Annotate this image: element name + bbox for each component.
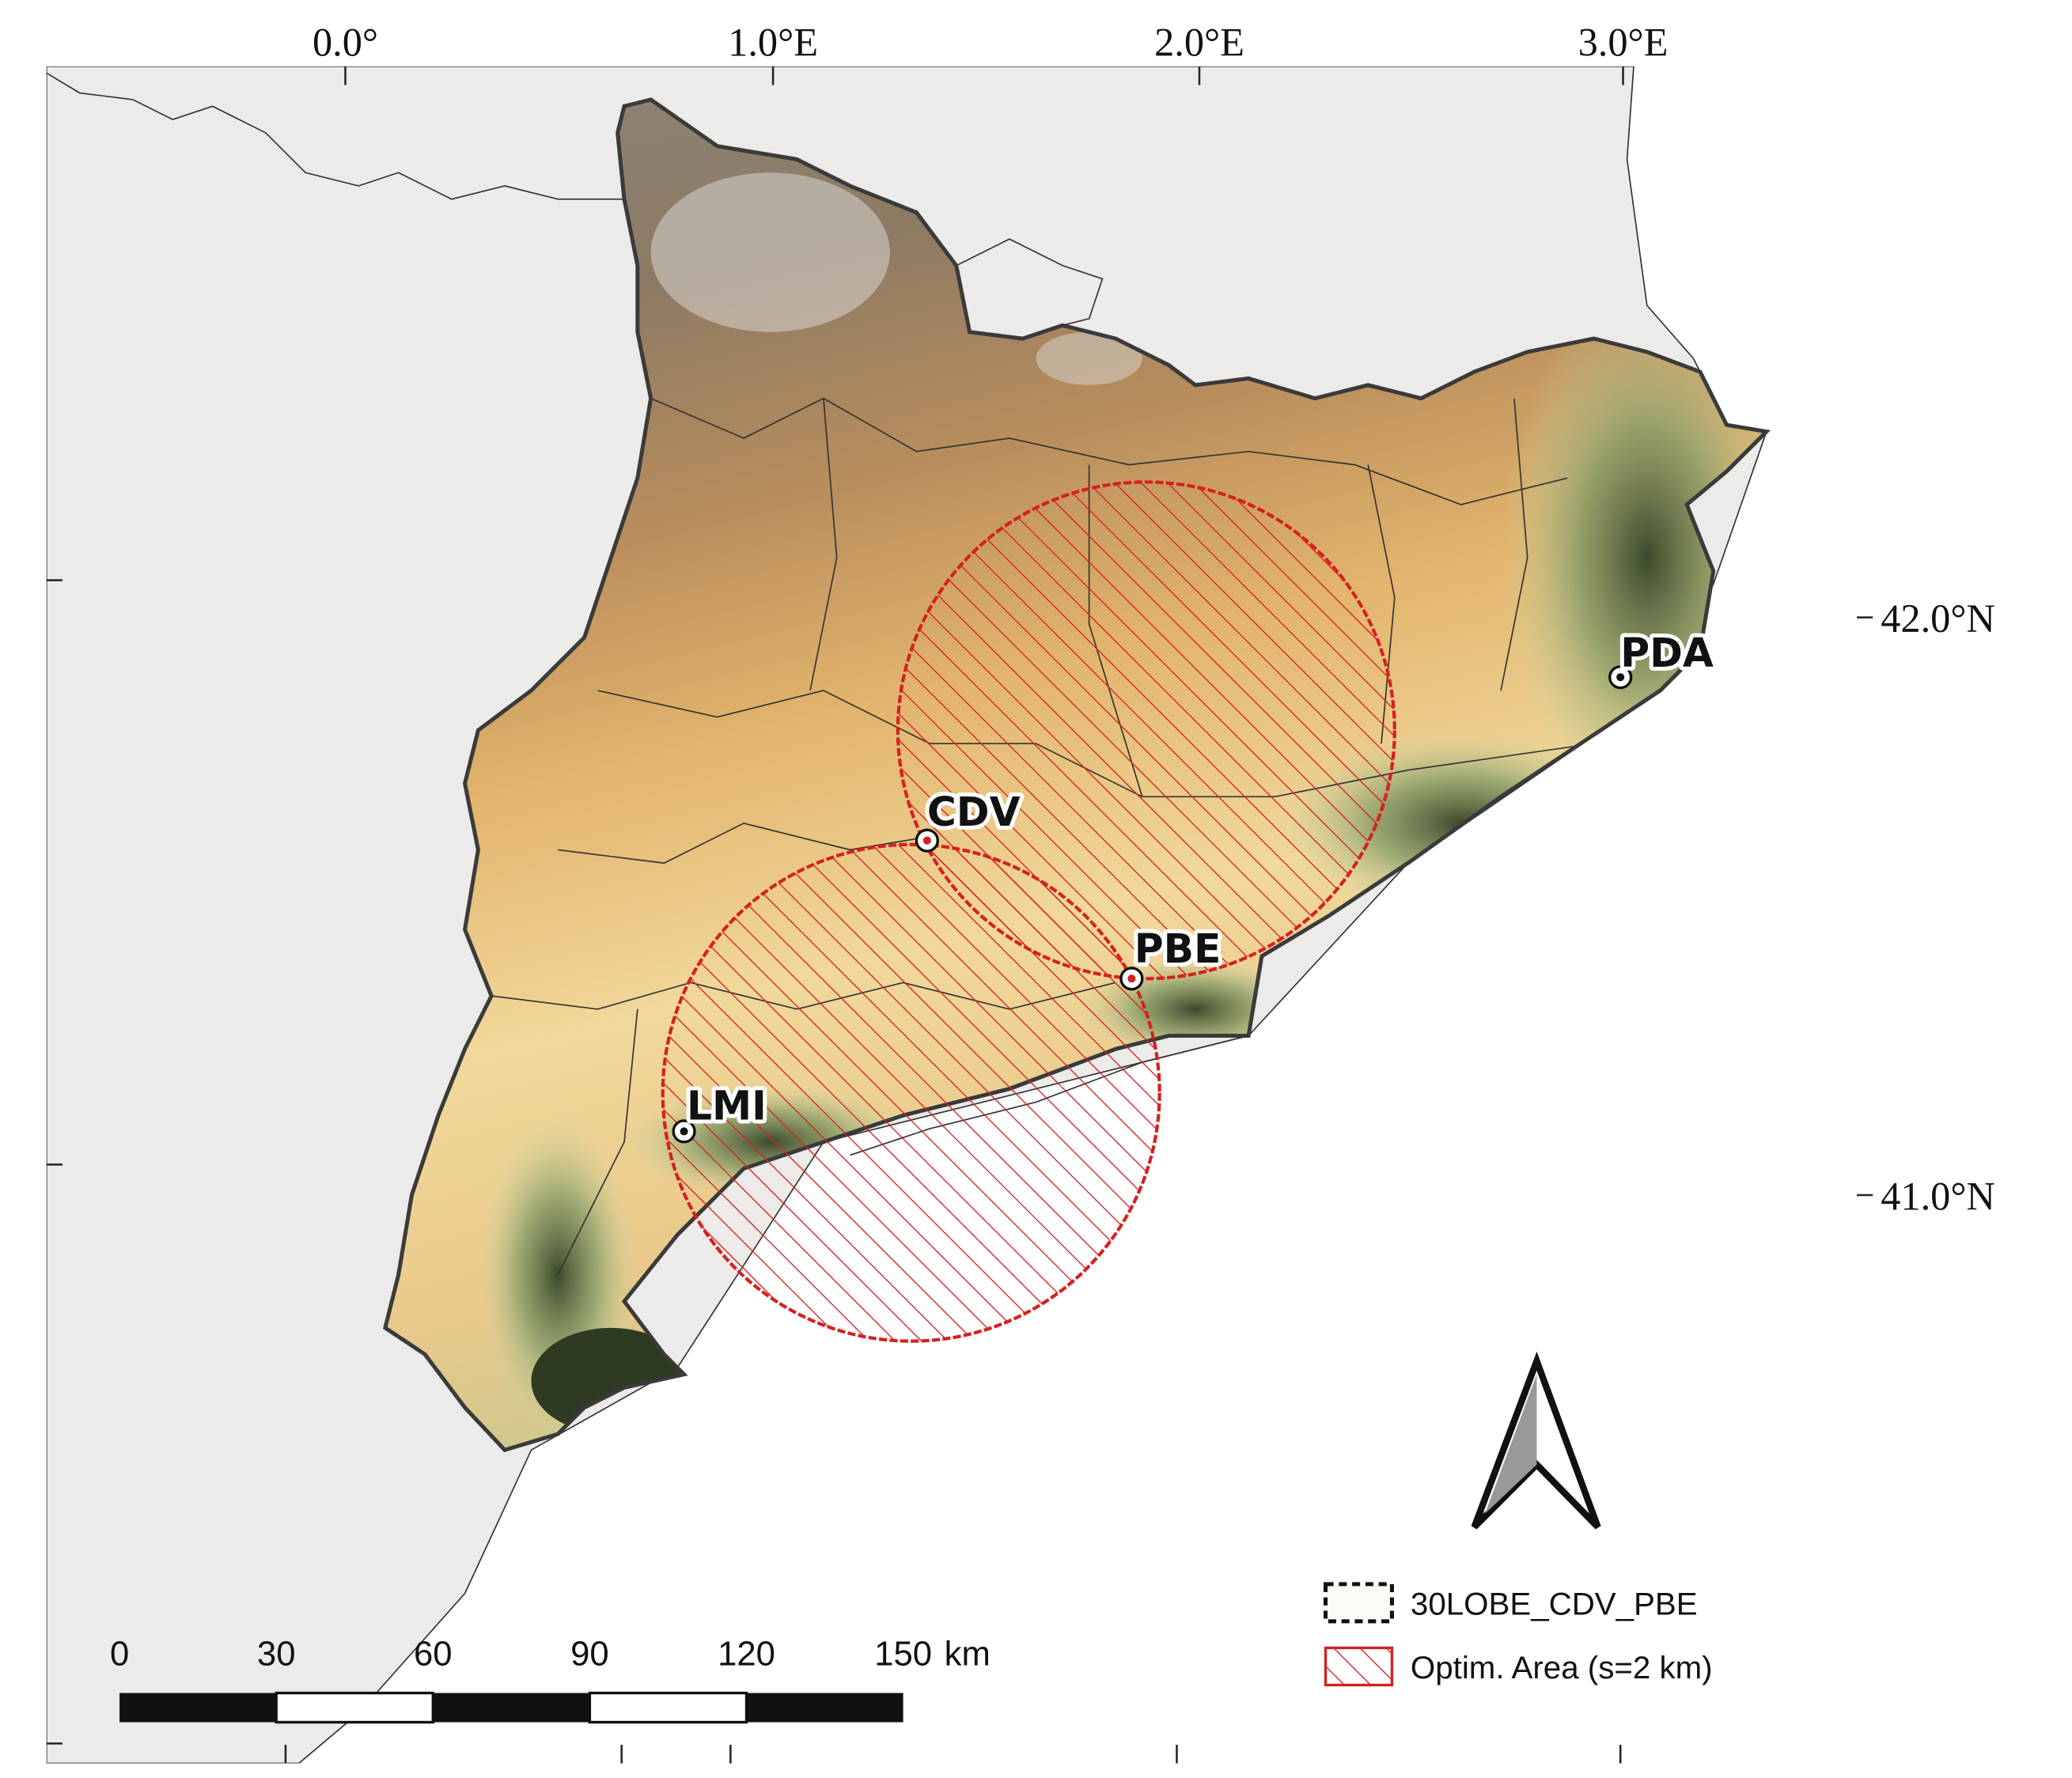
scale-label: 30 <box>257 1634 296 1673</box>
stations: PDA CDV PBE LMI <box>672 626 1718 1144</box>
scale-bar: 0 30 60 90 120 150 km <box>110 1634 991 1724</box>
lon-label: 2.0°E <box>1154 21 1244 65</box>
optim-area <box>661 842 1161 1343</box>
scale-segment <box>746 1693 903 1723</box>
legend-label: Optim. Area (s=2 km) <box>1411 1650 1713 1685</box>
station-label: PDA <box>1620 630 1714 676</box>
border-line <box>956 238 1104 327</box>
north-arrow-shade <box>1484 1374 1537 1514</box>
lon-label: 0.0° <box>313 21 378 65</box>
station-label: CDV <box>927 789 1021 835</box>
legend-swatch <box>1323 1582 1394 1624</box>
legend-swatch <box>1324 1646 1394 1687</box>
station-marker <box>922 836 931 845</box>
station-marker <box>680 1127 688 1136</box>
scale-segment <box>275 1691 434 1724</box>
lat-label: 42.0°N <box>1881 596 1995 641</box>
border-line <box>46 72 625 200</box>
station-label: PBE <box>1134 925 1222 972</box>
scale-label: 0 <box>110 1634 129 1673</box>
lat-label: 41.0°N <box>1881 1174 1995 1218</box>
lon-label: 1.0°E <box>728 21 818 65</box>
scale-unit: km <box>945 1634 991 1673</box>
scale-segment <box>119 1693 277 1723</box>
station-label: LMI <box>687 1082 767 1129</box>
scale-label: 90 <box>570 1634 609 1673</box>
station-marker <box>1127 974 1136 983</box>
scale-label: 120 <box>718 1634 775 1673</box>
scale-label: 60 <box>414 1634 453 1673</box>
scale-segment <box>588 1691 748 1724</box>
optim-area <box>896 480 1396 981</box>
scale-segment <box>433 1693 590 1723</box>
scale-label: 150 <box>874 1634 932 1673</box>
axes: 0.0° 1.0°E 2.0°E 3.0°E 42.0°N 41.0°N <box>46 21 1995 1764</box>
lon-label: 3.0°E <box>1578 21 1669 65</box>
legend: 30LOBE_CDV_PBE Optim. Area (s=2 km) <box>1323 1582 1713 1687</box>
north-arrow <box>1471 1351 1601 1530</box>
legend-label: 30LOBE_CDV_PBE <box>1411 1586 1698 1621</box>
station-marker <box>1616 673 1625 682</box>
